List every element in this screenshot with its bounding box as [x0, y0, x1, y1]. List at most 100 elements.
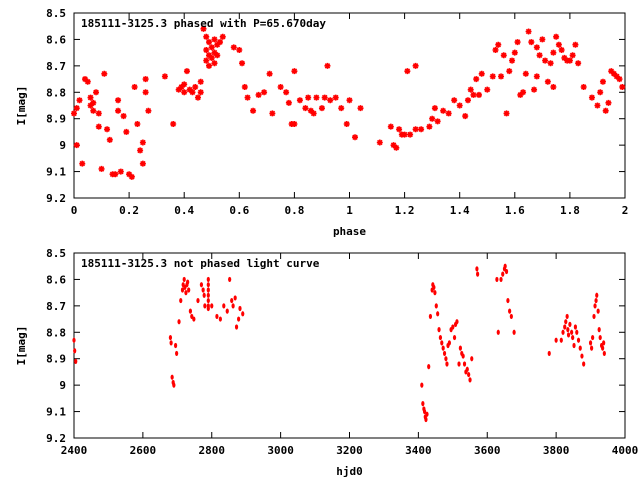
data-point — [266, 70, 273, 77]
x-tick-label: 2600 — [130, 444, 157, 457]
data-point — [302, 105, 309, 112]
y-tick-label: 9.2 — [46, 192, 66, 205]
data-point — [197, 78, 204, 85]
data-point — [440, 340, 444, 346]
data-point — [576, 337, 581, 343]
data-point — [87, 102, 94, 109]
data-point — [84, 78, 91, 85]
data-point — [434, 303, 438, 309]
data-point — [387, 123, 394, 130]
data-point — [241, 311, 245, 317]
data-point — [613, 73, 620, 80]
x-tick-label: 4000 — [612, 444, 639, 457]
y-tick-label: 8.8 — [46, 86, 66, 99]
data-point — [73, 105, 80, 112]
data-point — [503, 110, 510, 117]
data-point — [324, 62, 331, 69]
data-point — [465, 366, 469, 372]
x-tick-label: 1.8 — [560, 204, 580, 217]
data-point — [352, 134, 359, 141]
data-point — [458, 345, 462, 351]
data-point — [73, 348, 77, 354]
data-point — [203, 303, 207, 309]
data-point — [217, 39, 224, 46]
y-tick-label: 8.5 — [46, 7, 66, 20]
data-point — [547, 350, 551, 357]
x-tick-label: 3600 — [474, 444, 501, 457]
data-point — [500, 52, 507, 59]
data-point — [318, 105, 325, 112]
data-point — [170, 121, 177, 127]
data-point — [104, 126, 111, 133]
data-point — [93, 89, 100, 96]
data-point — [470, 356, 474, 362]
data-point — [139, 139, 146, 146]
data-point — [597, 89, 604, 96]
data-point — [291, 68, 298, 75]
data-point — [594, 297, 598, 304]
data-points — [72, 263, 606, 423]
data-point — [233, 295, 237, 301]
data-point — [608, 68, 615, 75]
data-point — [95, 123, 102, 130]
data-point — [445, 110, 452, 117]
x-tick-label: 3400 — [405, 444, 432, 457]
x-axis-ticks: 0 0.2 0.4 0.6 0.8 1 1.2 1.4 1.6 1.8 2 — [71, 13, 628, 217]
data-point — [214, 52, 221, 59]
data-point — [602, 107, 609, 114]
data-point — [452, 334, 457, 341]
data-point — [90, 107, 97, 114]
y-axis-label: I[mag] — [15, 86, 28, 126]
data-point — [199, 282, 204, 288]
data-point — [179, 297, 183, 304]
data-point — [451, 97, 458, 104]
data-point — [554, 337, 558, 343]
data-point — [208, 44, 215, 51]
data-point — [189, 89, 196, 96]
data-point — [145, 107, 152, 114]
data-point — [441, 345, 445, 351]
data-point — [73, 142, 80, 149]
data-point — [544, 78, 551, 85]
data-point — [580, 84, 587, 90]
data-point — [161, 73, 168, 80]
data-point — [211, 60, 218, 67]
data-point — [170, 374, 174, 380]
data-point — [598, 334, 602, 341]
data-point — [595, 292, 599, 298]
data-point — [601, 345, 605, 351]
data-point — [467, 86, 474, 93]
data-point — [475, 266, 479, 272]
data-point — [555, 41, 562, 48]
data-point — [310, 110, 317, 117]
data-point — [71, 110, 77, 117]
data-point — [237, 316, 241, 322]
data-point — [456, 102, 463, 109]
data-point — [95, 110, 102, 117]
data-point — [593, 303, 597, 309]
data-point — [120, 113, 127, 120]
data-point — [428, 313, 433, 320]
data-point — [291, 121, 298, 127]
data-point — [582, 361, 586, 367]
x-tick-label: 0.6 — [229, 204, 249, 217]
y-axis-ticks: 8.5 8.6 8.7 8.8 8.9 9 9.1 9.2 — [46, 247, 625, 445]
data-point — [412, 62, 419, 69]
data-point — [181, 81, 188, 88]
data-point — [90, 99, 97, 106]
data-point — [269, 110, 276, 117]
data-point — [475, 91, 482, 98]
data-point — [591, 334, 595, 341]
x-tick-label: 1.4 — [450, 204, 470, 217]
data-point — [231, 303, 235, 309]
data-point — [420, 382, 424, 388]
y-tick-label: 9.1 — [46, 406, 66, 419]
data-point — [250, 107, 257, 114]
data-point — [427, 364, 431, 370]
data-point — [418, 126, 425, 133]
data-point — [571, 334, 575, 341]
data-point — [508, 308, 512, 314]
y-tick-label: 8.5 — [46, 247, 66, 260]
data-point — [570, 329, 574, 335]
data-point — [137, 147, 144, 154]
